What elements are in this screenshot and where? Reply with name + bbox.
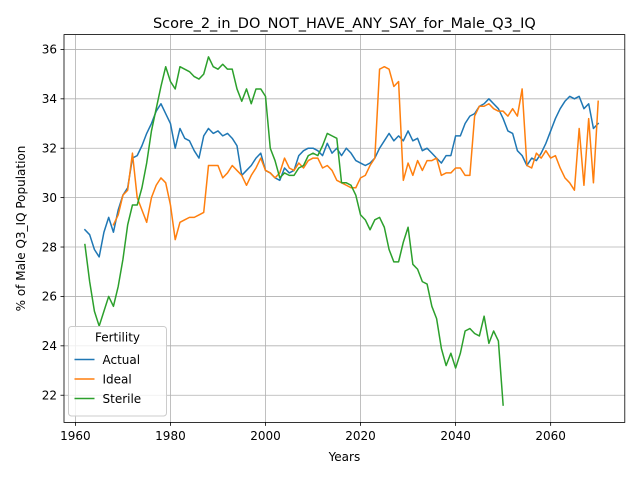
legend-box — [68, 326, 167, 417]
legend-title: Fertility — [95, 331, 140, 345]
legend-label-actual: Actual — [103, 353, 141, 367]
y-axis-title: % of Male Q3_IQ Population — [14, 146, 28, 312]
x-tick-label: 2040 — [440, 429, 471, 443]
y-tick-label: 34 — [42, 92, 57, 106]
series-line-actual — [83, 95, 600, 258]
legend-label-ideal: Ideal — [103, 372, 132, 386]
x-tick-label: 1960 — [60, 429, 91, 443]
x-tick-label: 2020 — [345, 429, 376, 443]
y-tick-label: 22 — [42, 389, 57, 403]
grid — [64, 34, 625, 423]
y-axis-ticks: 22 24 26 28 30 32 34 36 — [42, 43, 64, 403]
series-line-sterile — [84, 56, 504, 406]
series-line-ideal — [112, 65, 599, 241]
legend-label-sterile: Sterile — [103, 392, 142, 406]
y-tick-label: 24 — [42, 339, 57, 353]
y-tick-label: 32 — [42, 142, 57, 156]
y-tick-label: 30 — [42, 191, 57, 205]
x-tick-label: 1980 — [155, 429, 186, 443]
x-axis-ticks: 1960 1980 2000 2020 2040 2060 — [60, 422, 566, 443]
chart-title: Score_2_in_DO_NOT_HAVE_ANY_SAY_for_Male_… — [153, 16, 536, 32]
y-tick-label: 26 — [42, 290, 57, 304]
x-axis-title: Years — [328, 450, 361, 464]
x-tick-label: 2000 — [250, 429, 281, 443]
plot-frame — [63, 34, 626, 423]
series-lines — [83, 56, 600, 406]
legend: Fertility Actual Ideal Sterile — [68, 326, 167, 417]
x-tick-label: 2060 — [535, 429, 566, 443]
y-tick-label: 28 — [42, 240, 57, 254]
y-tick-label: 36 — [42, 43, 57, 57]
